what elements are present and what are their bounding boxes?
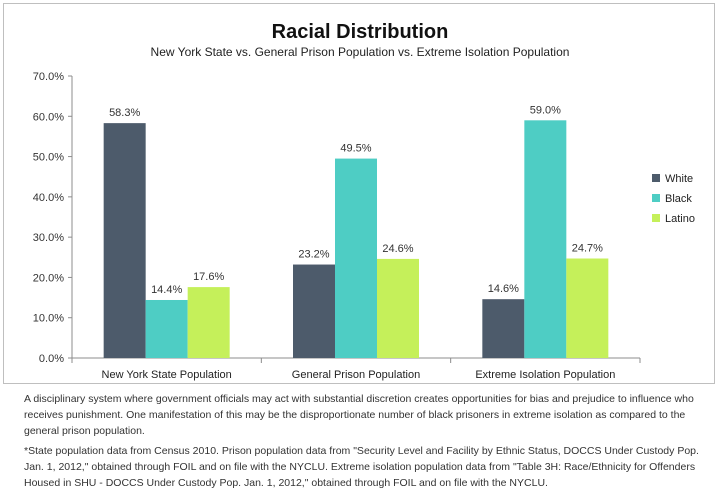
bar-value-label: 24.7% [572,242,603,254]
bar-value-label: 59.0% [530,104,561,116]
bar-value-label: 49.5% [340,143,371,155]
footnote-text: *State population data from Census 2010.… [24,445,699,489]
bar-value-label: 17.6% [193,271,224,283]
legend-label-white: White [665,173,693,185]
bar-latino [377,258,419,358]
bar-black [145,299,188,358]
bar-black [335,158,377,358]
bar-value-label: 14.4% [151,284,182,296]
y-tick-label: 70.0% [33,71,64,83]
y-tick-label: 40.0% [33,192,64,204]
y-tick-label: 30.0% [33,232,64,244]
bar-black [524,120,567,358]
legend-swatch-white [652,174,660,182]
bar-white [103,123,146,359]
bar-white [482,299,525,358]
bar-value-label: 14.6% [488,283,519,295]
y-tick-label: 50.0% [33,152,64,164]
y-tick-label: 0.0% [39,353,64,365]
y-tick-label: 20.0% [33,272,64,284]
chart-title: Racial Distribution [271,21,449,43]
bar-value-label: 23.2% [298,249,329,261]
bar-value-label: 58.3% [109,107,140,119]
caption-text: A disciplinary system where government o… [24,393,694,437]
x-category-label: General Prison Population [292,369,420,381]
legend-swatch-latino [652,214,660,222]
bar-latino [566,258,609,358]
bar-chart: 0.0% 10.0% 20.0% 30.0% 40.0% 50.0% 60.0% 70.0% 5… [33,71,695,381]
bar-value-label: 24.6% [382,243,413,255]
bar-latino [187,287,230,358]
x-category-label: Extreme Isolation Population [475,369,615,381]
bar-white [293,264,335,358]
chart-subtitle: New York State vs. General Prison Popula… [150,45,570,59]
x-category-label: New York State Population [102,369,232,381]
legend-label-latino: Latino [665,213,695,225]
y-tick-label: 10.0% [33,313,64,325]
legend-swatch-black [652,194,660,202]
legend-label-black: Black [665,193,692,205]
y-tick-label: 60.0% [33,111,64,123]
